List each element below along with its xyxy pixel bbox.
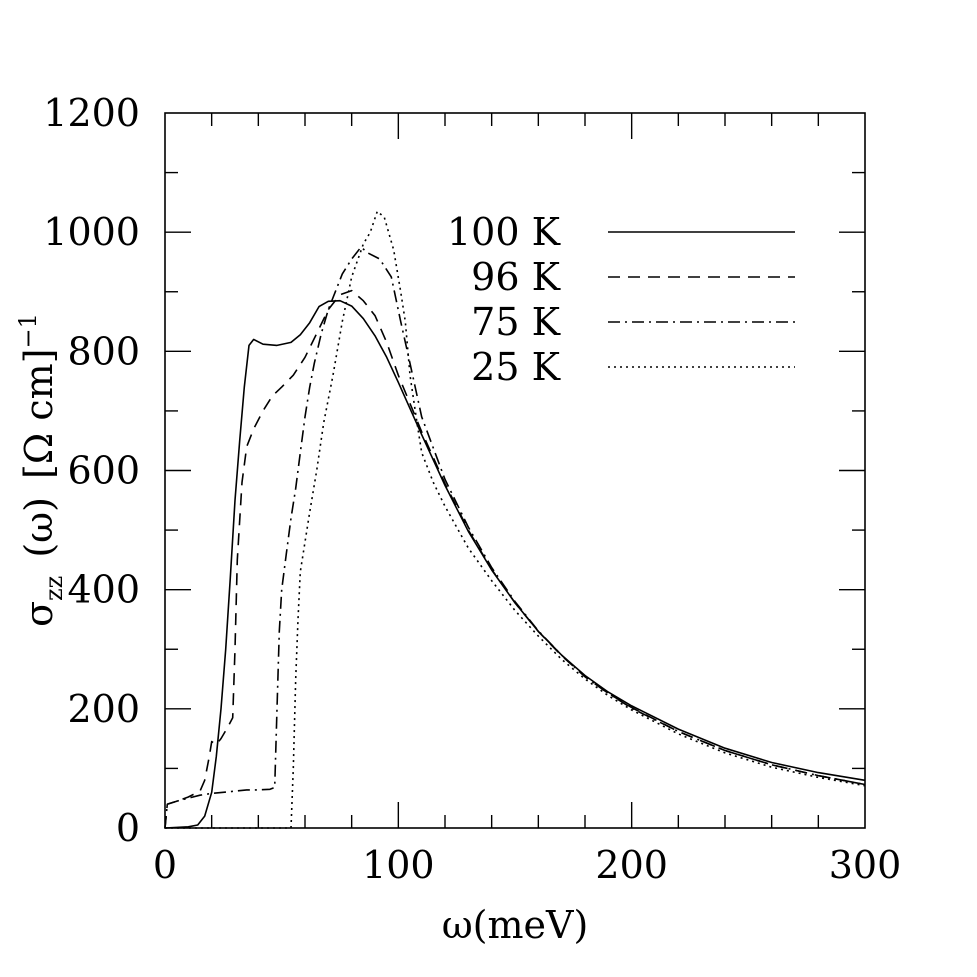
legend-label: 75 K [471, 300, 560, 344]
y-tick-label: 1200 [43, 91, 140, 135]
x-tick-label: 200 [595, 843, 668, 887]
legend-label: 96 K [471, 255, 560, 299]
series-line-3 [164, 246, 866, 829]
x-tick-label: 300 [829, 843, 902, 887]
legend-label: 100 K [447, 210, 561, 254]
axis-ticks [165, 113, 865, 828]
x-tick-label: 0 [153, 843, 177, 887]
series-layer [164, 210, 866, 829]
y-axis-sigma: σ [17, 601, 61, 627]
legend-label: 25 K [471, 345, 560, 389]
x-axis-title: ω(meV) [442, 903, 589, 947]
x-tick-label: 100 [362, 843, 435, 887]
y-axis-units: [Ω cm] [17, 348, 61, 479]
y-tick-label: 600 [67, 449, 140, 493]
series-line-1 [164, 299, 866, 829]
y-tick-label: 800 [67, 329, 140, 373]
y-tick-label: 0 [116, 806, 140, 850]
legend: 100 K96 K75 K25 K [447, 210, 795, 389]
y-axis-title: σzz (ω) [Ω cm]−1 [14, 313, 68, 627]
y-tick-label: 200 [67, 687, 140, 731]
y-tick-label: 1000 [43, 210, 140, 254]
y-axis-exponent: −1 [14, 313, 42, 348]
y-axis-arg: (ω) [17, 497, 61, 558]
tick-labels: 0 100 200 300 0 200 400 600 800 1000 1200 [43, 91, 901, 887]
y-tick-label: 400 [67, 568, 140, 612]
y-axis-subscript: zz [40, 576, 68, 601]
